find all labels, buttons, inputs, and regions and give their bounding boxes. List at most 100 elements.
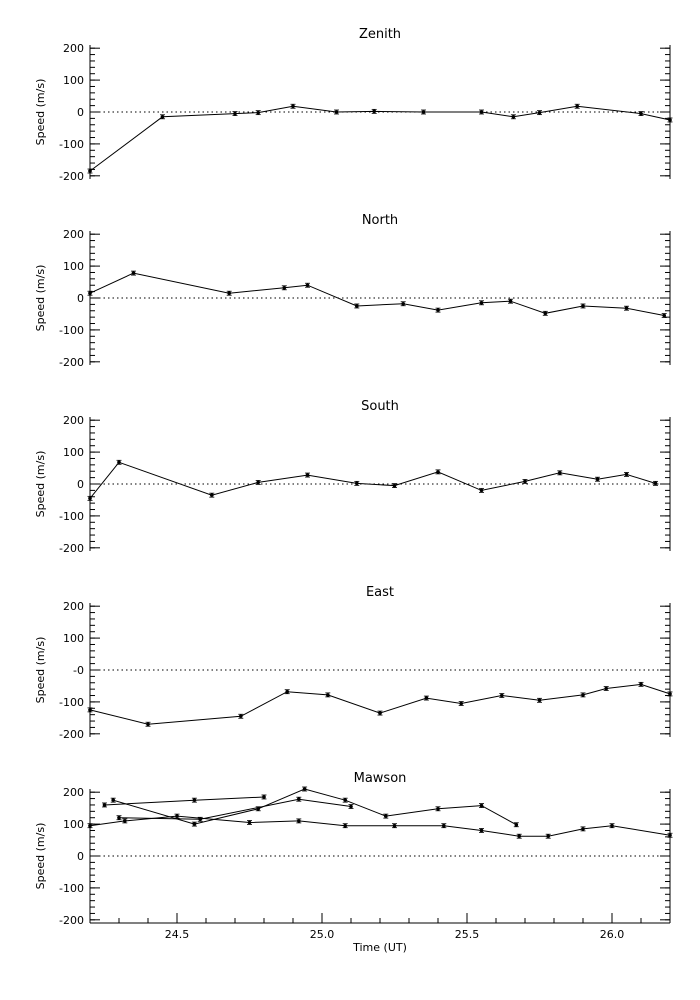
y-tick-label: -100 <box>59 138 84 151</box>
data-point <box>595 477 600 482</box>
x-tick-label: 26.0 <box>600 928 625 941</box>
y-tick-label: 200 <box>63 42 84 55</box>
y-tick-label: -200 <box>59 356 84 369</box>
data-point <box>392 823 397 828</box>
data-point <box>210 493 214 497</box>
data-point <box>668 692 672 696</box>
y-tick-label: -200 <box>59 170 84 183</box>
data-point <box>436 470 440 474</box>
y-tick-label: -200 <box>59 914 84 927</box>
x-axis-label: Time (UT) <box>352 941 407 954</box>
data-point <box>123 819 127 823</box>
data-point <box>343 823 348 828</box>
data-point <box>581 827 585 831</box>
series-line-mawson-2 <box>104 796 265 806</box>
data-point <box>546 834 550 839</box>
y-axis-label: Speed (m/s) <box>34 79 47 146</box>
data-point <box>610 823 614 828</box>
data-point <box>262 795 266 799</box>
data-point <box>378 711 382 715</box>
panel-title: Mawson <box>354 771 407 786</box>
x-tick-label: 24.5 <box>165 928 190 941</box>
series-line-mawson-3 <box>113 788 517 826</box>
data-point <box>326 693 330 697</box>
panel-title: Zenith <box>359 27 401 42</box>
y-tick-label: 100 <box>63 632 84 645</box>
y-tick-label: 0 <box>77 292 84 305</box>
data-point <box>131 271 136 275</box>
x-tick-label: 25.5 <box>455 928 480 941</box>
data-point <box>511 114 516 119</box>
y-tick-label: 200 <box>63 600 84 613</box>
y-axis-label: Speed (m/s) <box>34 823 47 890</box>
data-point <box>537 110 542 115</box>
series-line-mawson-4 <box>118 798 352 820</box>
data-point <box>88 291 92 296</box>
y-tick-label: 200 <box>63 786 84 799</box>
y-tick-label: 0 <box>77 478 84 491</box>
data-point <box>198 817 202 822</box>
data-point <box>343 798 348 802</box>
data-point <box>256 480 261 485</box>
data-point <box>88 708 92 712</box>
data-point <box>384 814 388 818</box>
data-point <box>624 306 629 311</box>
data-point <box>192 798 197 802</box>
data-point <box>514 822 519 827</box>
data-point <box>442 823 446 828</box>
y-axis-label: Speed (m/s) <box>34 265 47 332</box>
data-point <box>604 686 608 691</box>
data-point <box>160 114 165 119</box>
data-point <box>285 689 290 694</box>
y-tick-label: 100 <box>63 446 84 459</box>
data-point <box>88 823 92 828</box>
panel-title: East <box>366 585 394 600</box>
data-point <box>282 285 287 290</box>
data-point <box>111 798 115 802</box>
data-point <box>146 722 150 727</box>
data-point <box>421 110 426 114</box>
data-point <box>581 304 585 308</box>
panel-north: North Speed (m/s) 200 100 0 -100 -200 <box>34 213 671 369</box>
series-line-north <box>89 272 665 316</box>
series-line-south <box>89 461 656 499</box>
data-point <box>256 110 261 115</box>
data-point <box>392 483 397 488</box>
data-point <box>355 304 359 308</box>
data-point <box>523 479 527 484</box>
y-tick-label: -100 <box>59 324 84 337</box>
data-point <box>668 833 672 838</box>
data-point <box>668 118 672 122</box>
data-point <box>459 701 464 706</box>
data-point <box>436 806 440 811</box>
panel-title: North <box>362 213 398 228</box>
data-point <box>575 104 579 109</box>
panel-zenith: Zenith Speed (m/s) 200 100 0 -100 -200 <box>34 27 673 183</box>
data-point <box>653 481 658 486</box>
panel-title: South <box>361 399 399 414</box>
data-point <box>479 110 484 114</box>
series-line-east <box>89 683 671 725</box>
data-point <box>479 828 484 833</box>
data-point <box>305 473 310 477</box>
data-point <box>88 496 92 501</box>
panel-mawson: Mawson Speed (m/s) 200 100 0 -100 -200 24.5 25.0… <box>34 771 673 954</box>
data-point <box>291 104 295 109</box>
data-point <box>305 283 310 288</box>
data-point <box>558 471 562 475</box>
data-point <box>349 804 353 809</box>
data-point <box>88 169 92 173</box>
y-tick-label: 200 <box>63 414 84 427</box>
y-tick-label: 0 <box>77 850 84 863</box>
panel-east: East Speed (m/s) 200 100 -0 -100 -200 <box>34 585 673 741</box>
data-point <box>508 299 513 303</box>
data-point <box>500 693 504 698</box>
data-point <box>117 460 121 465</box>
data-point <box>227 291 231 296</box>
data-point <box>302 787 307 791</box>
data-point <box>436 308 440 312</box>
data-point <box>639 682 643 687</box>
data-point <box>543 311 548 316</box>
data-point <box>247 820 252 825</box>
data-point <box>581 693 585 697</box>
